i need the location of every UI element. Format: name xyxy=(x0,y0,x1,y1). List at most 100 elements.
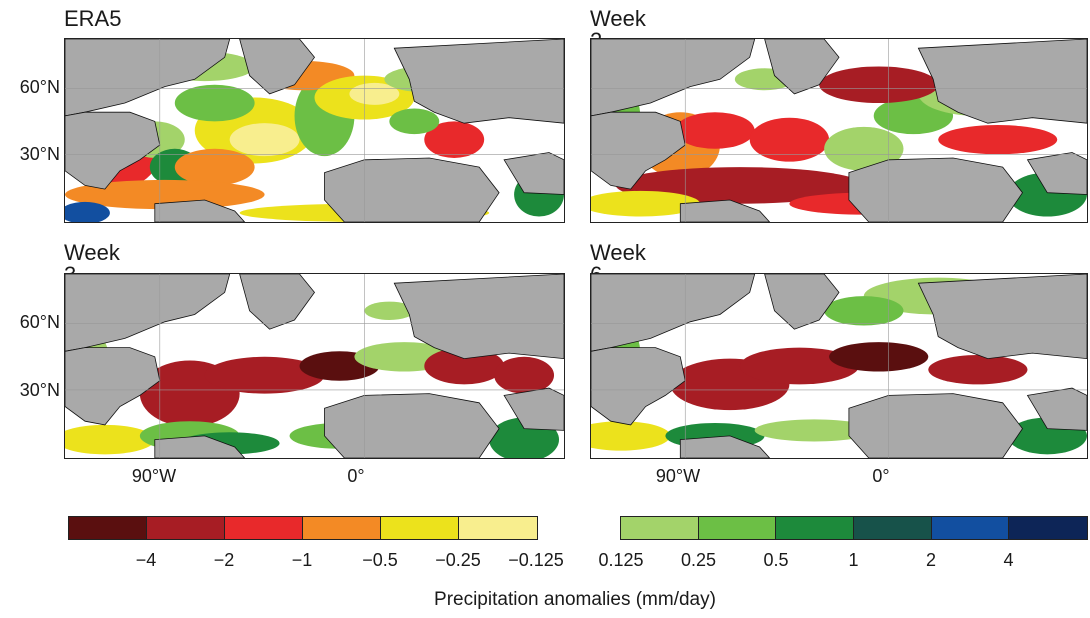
landmass-northam xyxy=(65,347,161,426)
land-mask xyxy=(591,39,1087,222)
anomaly-contour xyxy=(174,84,255,122)
anomaly-contour xyxy=(928,354,1028,385)
colorbar-tick-label: 0.25 xyxy=(680,550,717,570)
lon-label-90w: 90°W xyxy=(655,466,701,486)
landmass-greenland xyxy=(764,39,840,95)
landmass-europe xyxy=(393,274,564,360)
landmass-arabia xyxy=(1026,152,1087,195)
graticule xyxy=(65,274,564,458)
anomaly-contour xyxy=(204,356,325,394)
landmass-northam xyxy=(591,347,686,426)
landmass-arabia xyxy=(1026,387,1087,431)
colorbar-positive xyxy=(620,516,1088,540)
landmass-samerica xyxy=(154,435,246,458)
negative-swatch-3 xyxy=(302,517,381,539)
anomaly-contour xyxy=(494,356,555,394)
landmass-samerica xyxy=(679,435,771,458)
anomaly-contour xyxy=(591,190,701,217)
negative-swatch-0 xyxy=(69,517,147,539)
anomaly-contour xyxy=(739,347,859,385)
landmass-europe xyxy=(393,39,564,124)
map-week2 xyxy=(590,38,1088,223)
landmass-canada xyxy=(591,274,756,352)
landmass-canada xyxy=(591,39,756,117)
landmass-greenland xyxy=(239,39,316,95)
lat-label-30n: 30°N xyxy=(19,380,60,400)
colorbar-tick-label: −2 xyxy=(213,550,235,570)
colorbar-tick-label: 4 xyxy=(1003,550,1014,570)
landmass-africa xyxy=(848,393,1023,458)
anomaly-contour xyxy=(424,121,485,158)
anomaly-contour xyxy=(424,347,505,385)
anomaly-contour xyxy=(754,419,874,442)
positive-swatch-5 xyxy=(1009,517,1087,539)
landmass-africa xyxy=(848,157,1023,222)
colorbar-tick-label: 1 xyxy=(848,550,859,570)
lon-label-0: 0° xyxy=(872,466,890,486)
graticule xyxy=(591,274,1087,458)
anomaly-contour xyxy=(829,342,929,372)
colorbar-tick-label: 0.5 xyxy=(763,550,789,570)
landmass-northam xyxy=(65,111,161,190)
anomaly-contour xyxy=(675,112,755,149)
anomaly-contour xyxy=(389,108,440,135)
positive-swatch-2 xyxy=(776,517,854,539)
anomaly-contour xyxy=(174,148,255,186)
anomaly-field xyxy=(591,277,1087,455)
landmass-northam xyxy=(591,111,686,190)
land-mask xyxy=(65,274,564,458)
colorbar-negative xyxy=(68,516,538,540)
negative-swatch-1 xyxy=(146,517,225,539)
anomaly-contour xyxy=(65,179,265,210)
panel-title: ERA5 xyxy=(64,6,122,31)
colorbar-tick-label: −4 xyxy=(135,550,157,570)
anomaly-contour xyxy=(591,421,671,451)
lat-label-60n: 60°N xyxy=(19,312,60,332)
colorbar-title: Precipitation anomalies (mm/day) xyxy=(434,589,716,610)
landmass-samerica xyxy=(154,199,246,222)
colorbar-tick-label: −0.5 xyxy=(362,550,398,570)
positive-swatch-0 xyxy=(621,517,699,539)
landmass-canada xyxy=(65,274,231,352)
anomaly-contour xyxy=(65,201,110,222)
anomaly-contour xyxy=(229,123,300,157)
landmass-africa xyxy=(324,157,500,222)
landmass-africa xyxy=(324,393,500,458)
landmass-arabia xyxy=(503,387,564,431)
anomaly-contour xyxy=(824,126,904,171)
lat-label-30n: 30°N xyxy=(19,144,60,164)
lon-label-90w: 90°W xyxy=(131,466,177,486)
colorbar-tick-label: −1 xyxy=(291,550,313,570)
negative-swatch-5 xyxy=(458,517,537,539)
positive-swatch-4 xyxy=(931,517,1010,539)
anomaly-contour xyxy=(65,424,155,455)
map-week3 xyxy=(64,273,565,459)
graticule xyxy=(65,39,564,222)
map-week6 xyxy=(590,273,1088,459)
landmass-samerica xyxy=(679,199,771,222)
landmass-greenland xyxy=(239,274,316,330)
colorbar-tick-label: −0.125 xyxy=(508,550,564,570)
colorbar-tick-label: 2 xyxy=(925,550,936,570)
map-era5 xyxy=(64,38,565,223)
anomaly-contour xyxy=(819,66,939,104)
landmass-greenland xyxy=(764,274,840,330)
positive-swatch-3 xyxy=(853,517,932,539)
anomaly-contour xyxy=(938,125,1058,155)
lon-label-0: 0° xyxy=(347,466,365,486)
negative-swatch-2 xyxy=(224,517,303,539)
anomaly-contour xyxy=(364,301,415,320)
land-mask xyxy=(591,274,1087,458)
landmass-europe xyxy=(917,39,1087,124)
land-mask xyxy=(65,39,564,222)
negative-swatch-4 xyxy=(380,517,459,539)
landmass-arabia xyxy=(503,152,564,195)
colorbar-tick-label: 0.125 xyxy=(598,550,644,570)
anomaly-contour xyxy=(749,117,830,162)
landmass-europe xyxy=(917,274,1087,360)
positive-swatch-1 xyxy=(698,517,777,539)
colorbar-tick-label: −0.25 xyxy=(435,550,481,570)
lat-label-60n: 60°N xyxy=(19,77,60,97)
graticule xyxy=(591,39,1087,222)
anomaly-contour xyxy=(824,296,904,326)
